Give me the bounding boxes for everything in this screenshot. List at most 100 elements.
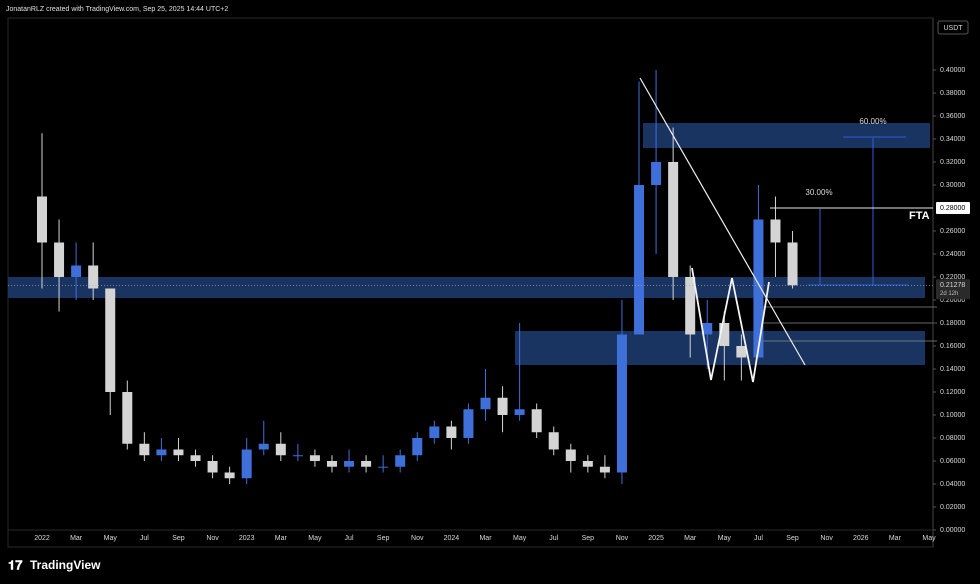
candle-body (702, 322, 713, 335)
y-tick-label: 0.36000 (940, 113, 965, 120)
x-tick-label: May (308, 535, 322, 542)
y-tick-label: 0.10000 (940, 412, 965, 419)
x-tick-label: Sep (582, 535, 595, 542)
x-tick-label: Nov (616, 535, 629, 542)
currency: USDT (943, 25, 963, 32)
candle-body (412, 437, 423, 456)
candle-body (344, 460, 355, 467)
y-tick-label: 0.00000 (940, 527, 965, 534)
y-tick-label: 0.26000 (940, 228, 965, 235)
x-tick-label: Jul (549, 535, 558, 542)
x-tick-label: Mar (479, 535, 492, 542)
x-tick-label: 2022 (34, 535, 50, 542)
y-tick-label: 0.40000 (940, 67, 965, 74)
supply-zone (643, 123, 930, 148)
annotation: 30.00% (805, 188, 832, 197)
candle-body (378, 466, 389, 468)
y-tick-label: 0.38000 (940, 90, 965, 97)
candle-body (429, 426, 440, 438)
y-tick-label: 0.04000 (940, 481, 965, 488)
currency-box (937, 20, 969, 35)
x-tick-label: May (718, 535, 732, 542)
candle-body (787, 242, 798, 286)
x-tick-label: 2025 (648, 535, 664, 542)
candle-body (616, 334, 627, 473)
x-tick-label: Mar (889, 535, 902, 542)
candle-body (599, 466, 610, 473)
x-tick-label: Jul (754, 535, 763, 542)
candle-body (326, 460, 337, 467)
level-label: 0.28000 (940, 205, 965, 212)
header: JonatanRLZ created with TradingView.com,… (6, 6, 228, 13)
y-tick-label: 0.22000 (940, 274, 965, 281)
candle-body (105, 288, 116, 392)
footer-brand: TradingView (30, 558, 101, 572)
y-tick-label: 0.02000 (940, 504, 965, 511)
candle-body (531, 409, 542, 433)
x-tick-label: Sep (786, 535, 799, 542)
y-tick-label: 0.24000 (940, 251, 965, 258)
candle-body (361, 460, 372, 467)
x-tick-label: Sep (377, 535, 390, 542)
x-tick-label: 2023 (239, 535, 255, 542)
candle-body (736, 345, 747, 358)
support-zone (8, 277, 925, 298)
candle-body (480, 397, 491, 410)
x-tick-label: Mar (275, 535, 288, 542)
x-tick-label: May (513, 535, 527, 542)
candle-body (634, 184, 645, 335)
candle-body (37, 196, 47, 243)
y-tick-label: 0.30000 (940, 182, 965, 189)
candle-body (770, 219, 781, 243)
y-tick-label: 0.12000 (940, 389, 965, 396)
candle-body (88, 265, 99, 289)
candle-body (582, 460, 593, 467)
last-price-box (936, 279, 970, 300)
x-tick-label: Sep (172, 535, 185, 542)
candle-body (395, 455, 406, 467)
x-tick-label: May (922, 535, 936, 542)
candle-body (685, 276, 696, 335)
candle-body (651, 161, 662, 185)
axis: 0.00000 0.02000 0.04000 0.06000 0.08000 0.100… (34, 67, 965, 542)
candle-body (292, 455, 303, 457)
candle-body (139, 443, 150, 456)
candle-body (207, 460, 218, 473)
candle-body (224, 472, 235, 479)
candle-body (71, 265, 82, 277)
candle-body (497, 397, 508, 415)
candle-body (548, 432, 559, 450)
candle-body (719, 322, 730, 346)
x-tick-label: Mar (684, 535, 697, 542)
candle-body (565, 449, 576, 461)
candle-body (514, 409, 525, 415)
logo-mark: 𝟏𝟕 (8, 557, 23, 572)
y-tick-label: 0.08000 (940, 435, 965, 442)
x-tick-label: Mar (70, 535, 83, 542)
annotation: 60.00% (859, 117, 886, 126)
candle-body (122, 391, 133, 444)
candle-body (156, 449, 167, 456)
candle-body (190, 455, 201, 461)
x-tick-label: 2026 (853, 535, 869, 542)
y-tick-label: 0.20000 (940, 297, 965, 304)
y-tick-label: 0.18000 (940, 320, 965, 327)
x-tick-label: 2024 (444, 535, 460, 542)
level-label-box (936, 201, 970, 214)
candle-body (309, 455, 320, 461)
candle-body (241, 449, 252, 479)
y-tick-label: 0.16000 (940, 343, 965, 350)
candles (37, 69, 798, 484)
candle-body (173, 449, 184, 456)
x-tick-label: Nov (206, 535, 219, 542)
last-price-label: 0.21278 (940, 282, 965, 289)
y-tick-label: 0.14000 (940, 366, 965, 373)
x-tick-label: Nov (411, 535, 424, 542)
y-tick-label: 0.34000 (940, 136, 965, 143)
candle-body (54, 242, 65, 277)
candle-body (275, 443, 286, 456)
x-tick-label: Jul (140, 535, 149, 542)
x-tick-label: Jul (345, 535, 354, 542)
